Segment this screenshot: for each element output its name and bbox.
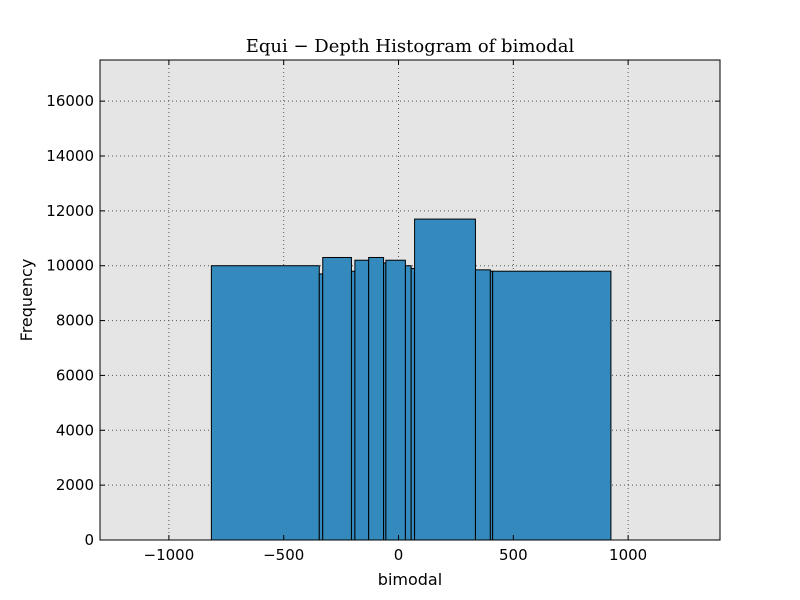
y-tick-label: 12000 (46, 202, 94, 220)
histogram-bar-5 (368, 256, 385, 541)
y-axis-ticks: 0 2000 4000 6000 8000 10000 12000 14000 16000 (46, 92, 720, 549)
x-axis-label: bimodal (378, 570, 442, 589)
x-tick-label: −1000 (144, 546, 195, 564)
histogram-bar-7 (385, 259, 406, 541)
histogram-bar-11 (474, 269, 491, 541)
x-tick-label: 0 (394, 546, 404, 564)
histogram-bar-9 (410, 267, 416, 541)
y-tick-label: 8000 (56, 312, 94, 330)
x-tick-label: −500 (263, 546, 304, 564)
histogram-bar-0 (210, 265, 320, 541)
plot-frame (99, 59, 721, 541)
histogram-bar-8 (404, 265, 412, 541)
x-axis-ticks: −1000 −500 0 500 1000 (144, 60, 647, 564)
histogram-bar-3 (350, 270, 356, 541)
histogram-bar-10 (414, 218, 476, 541)
histogram-bar-1 (318, 273, 324, 541)
y-tick-label: 4000 (56, 421, 94, 439)
y-tick-label: 10000 (46, 257, 94, 275)
y-tick-label: 16000 (46, 92, 94, 110)
histogram-bar-13 (492, 270, 612, 541)
chart-title: Equi − Depth Histogram of bimodal (246, 36, 575, 57)
y-tick-label: 0 (84, 531, 94, 549)
y-tick-label: 6000 (56, 366, 94, 384)
y-tick-label: 2000 (56, 476, 94, 494)
histogram-bar-2 (322, 256, 352, 541)
x-tick-label: 1000 (609, 546, 647, 564)
x-tick-label: 500 (499, 546, 528, 564)
y-tick-label: 14000 (46, 147, 94, 165)
y-axis-label: Frequency (17, 259, 36, 342)
histogram-bar-4 (354, 259, 370, 541)
